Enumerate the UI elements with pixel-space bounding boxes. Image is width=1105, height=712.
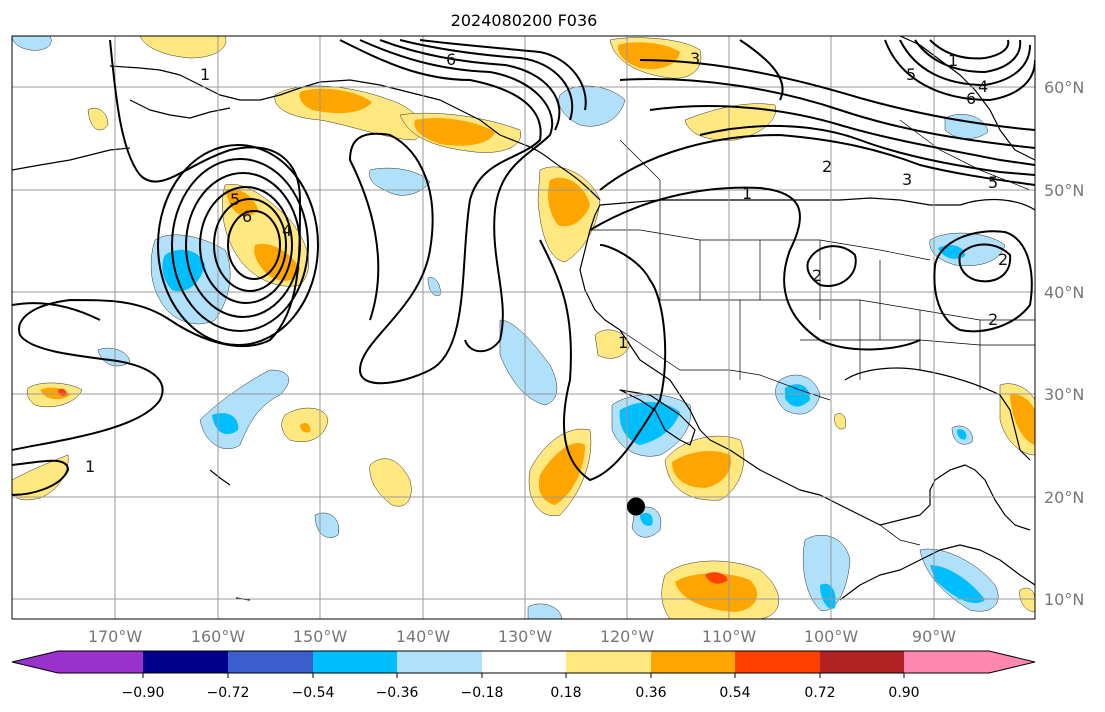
lat-tick-label: 20°N [1044, 488, 1084, 507]
lat-tick-label: 60°N [1044, 78, 1084, 97]
contour-label: 2 [812, 266, 822, 285]
lat-tick-label: 10°N [1044, 590, 1084, 609]
lon-tick-label: 160°W [191, 627, 246, 646]
colorbar-tick-marks [142, 673, 905, 678]
colorbar-tick-label: 0.18 [550, 685, 581, 701]
political-borders [590, 119, 1035, 546]
colorbar: −0.90 −0.72 −0.54 −0.36 −0.18 0.18 0.36 … [11, 650, 1036, 701]
colorbar-segment [651, 651, 735, 673]
colorbar-segment [482, 651, 566, 673]
lon-tick-label: 170°W [88, 627, 143, 646]
contour-label: 2 [988, 310, 998, 329]
contour-label: 1 [742, 184, 752, 203]
contour-label: 6 [242, 207, 252, 226]
lat-tick-label: 40°N [1044, 283, 1084, 302]
contour-label: 2 [822, 157, 832, 176]
colorbar-tick-label: −0.54 [292, 685, 335, 701]
contour-label: 3 [690, 49, 700, 68]
colorbar-segment [904, 651, 989, 673]
lon-tick-label: 150°W [293, 627, 348, 646]
contour-label: 6 [966, 89, 976, 108]
colorbar-tick-label: −0.18 [461, 685, 504, 701]
map-frame [11, 35, 1036, 620]
contour-label: 1 [85, 457, 95, 476]
colorbar-tick-label: 0.72 [804, 685, 835, 701]
contour-label: 2 [998, 250, 1008, 269]
longitude-tick-labels: 170°W 160°W 150°W 140°W 130°W 120°W 110°… [88, 627, 956, 646]
map-panel: 6 3 1 5 6 4 1 5 4 6 2 3 1 5 2 2 2 1 1 [11, 35, 1036, 620]
lon-tick-label: 120°W [600, 627, 655, 646]
lat-tick-label: 30°N [1044, 385, 1084, 404]
colorbar-tick-label: −0.36 [376, 685, 419, 701]
contour-label: 1 [618, 333, 628, 352]
lon-tick-label: 140°W [396, 627, 451, 646]
contour-lines [12, 39, 1035, 496]
colorbar-tick-label: −0.72 [207, 685, 250, 701]
contour-label: 5 [988, 173, 998, 192]
colorbar-outline [11, 650, 1036, 674]
colorbar-segment [228, 651, 313, 673]
map-background [12, 36, 1035, 619]
contour-label: 1 [200, 65, 210, 84]
colorbar-segment [566, 651, 651, 673]
colorbar-segment [820, 651, 904, 673]
contour-label: 4 [282, 221, 292, 240]
contour-label: 5 [906, 65, 916, 84]
colorbar-segment [313, 651, 397, 673]
colorbar-segment [397, 651, 482, 673]
gridlines [12, 36, 1035, 619]
colorbar-segment [58, 651, 143, 673]
figure-title: 2024080200 F036 [451, 11, 598, 30]
contour-label: 4 [978, 77, 988, 96]
lon-tick-label: 130°W [498, 627, 553, 646]
colorbar-tick-labels: −0.90 −0.72 −0.54 −0.36 −0.18 0.18 0.36 … [122, 685, 920, 701]
colorbar-tick-label: 0.36 [635, 685, 666, 701]
colorbar-tick-label: 0.54 [719, 685, 750, 701]
colorbar-segment [735, 651, 820, 673]
contour-label: 3 [902, 170, 912, 189]
colorbar-segment [143, 651, 228, 673]
storm-center-marker [627, 497, 645, 516]
colorbar-min-extension [12, 651, 58, 673]
colorbar-tick-label: −0.90 [122, 685, 165, 701]
colorbar-tick-label: 0.90 [888, 685, 919, 701]
contour-label: 1 [948, 51, 958, 70]
colorbar-max-extension [989, 651, 1035, 673]
contour-label: 6 [446, 50, 456, 69]
latitude-tick-labels: 10°N 20°N 30°N 40°N 50°N 60°N [1044, 78, 1084, 609]
lon-tick-label: 100°W [804, 627, 859, 646]
contour-label: 5 [230, 190, 240, 209]
lon-tick-label: 110°W [702, 627, 757, 646]
negative-anomaly-fill-medium [162, 245, 985, 609]
contour-label-group: 6 3 1 5 6 4 1 5 4 6 2 3 1 5 2 2 2 1 1 [85, 49, 1008, 476]
lon-tick-label: 90°W [912, 627, 956, 646]
lat-tick-label: 50°N [1044, 181, 1084, 200]
